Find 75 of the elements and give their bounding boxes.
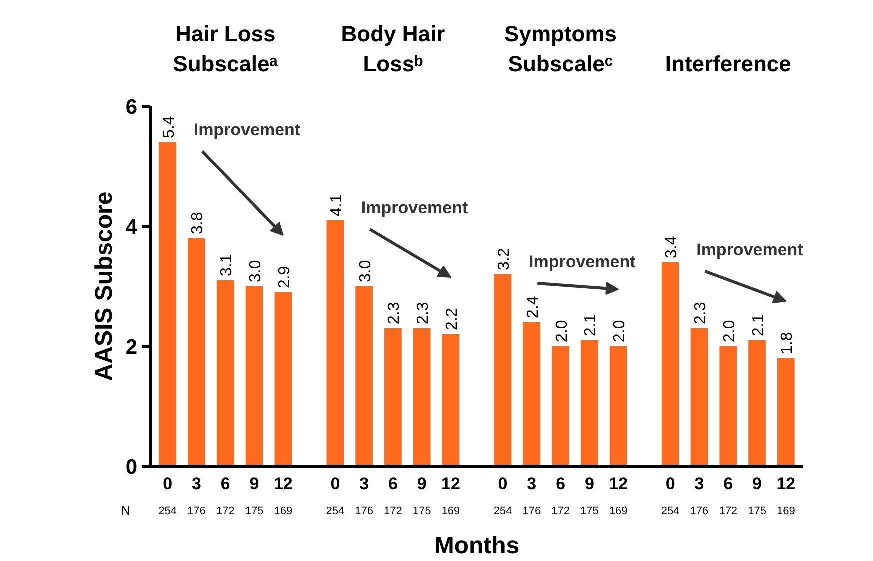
data-label: 3.4 (664, 236, 681, 258)
annotation: Improvement (194, 120, 301, 140)
text: Interference (665, 52, 792, 76)
x-tick-label: 12 (274, 474, 293, 494)
data-label: 2.3 (415, 302, 432, 324)
x-tick-label: 6 (556, 474, 566, 494)
text: 176 (188, 506, 206, 518)
y-axis-title: AASIS Subscore (90, 192, 118, 382)
x-tick-label: 9 (417, 474, 427, 494)
data-label: 2.9 (276, 266, 294, 288)
x-tick-label: 3 (192, 474, 202, 494)
data-label: 3.8 (190, 212, 207, 234)
x-tick-label: 6 (724, 474, 734, 494)
text: 172 (552, 506, 570, 518)
text: 169 (274, 506, 293, 518)
text: 254 (158, 506, 178, 518)
x-tick-label: 9 (584, 474, 594, 494)
text: Hair Loss Subscaleᵃ (173, 22, 279, 76)
data-label: 3.1 (218, 254, 236, 276)
data-label: 2.1 (750, 314, 768, 336)
x-tick-label: 12 (442, 474, 460, 494)
text: 254 (326, 506, 345, 518)
text: 176 (522, 506, 542, 518)
text: 175 (412, 506, 432, 518)
text: 254 (494, 506, 512, 518)
x-tick-label: 0 (498, 474, 508, 494)
x-tick-label: 0 (330, 474, 340, 494)
text: 169 (776, 506, 796, 518)
data-label: 2.0 (721, 320, 738, 342)
text: 172 (719, 506, 738, 518)
x-tick-label: 3 (694, 474, 704, 494)
data-label: 2.4 (524, 296, 542, 318)
x-tick-label: 3 (527, 474, 537, 494)
x-tick-label: 0 (163, 474, 173, 494)
data-label: 2.0 (612, 320, 629, 342)
text: 169 (609, 506, 628, 518)
data-label: 5.4 (160, 116, 178, 138)
x-tick-label: 12 (776, 474, 796, 494)
x-axis-title: Months (434, 532, 520, 560)
annotation: Improvement (361, 198, 469, 218)
text: 254 (661, 506, 680, 518)
text: 176 (355, 506, 374, 518)
x-tick-label: 6 (220, 474, 230, 494)
x-tick-label: 9 (752, 474, 762, 494)
data-label: 3.0 (357, 260, 374, 282)
y-tick-label: 4 (126, 216, 138, 239)
data-label: 2.1 (582, 314, 600, 336)
data-label: 3.2 (496, 248, 514, 270)
x-tick-label: 3 (360, 474, 370, 494)
data-label: 2.3 (692, 302, 710, 324)
text: 172 (216, 506, 235, 518)
x-tick-label: 0 (666, 474, 676, 494)
data-label: 2.0 (554, 320, 571, 342)
annotation: Improvement (529, 252, 636, 272)
data-label: 3.0 (248, 260, 265, 282)
y-tick-label: 2 (126, 336, 138, 359)
text: 175 (748, 506, 766, 518)
text: 169 (442, 506, 460, 518)
text: 175 (245, 506, 264, 518)
y-tick-label: 0 (126, 456, 138, 479)
data-label: 2.3 (386, 302, 404, 324)
text: 176 (690, 506, 709, 518)
text: Body Hair Lossᵇ (341, 22, 446, 76)
x-tick-label: 9 (250, 474, 260, 494)
x-tick-label: 6 (388, 474, 398, 494)
text: N (121, 503, 130, 518)
annotation: Improvement (696, 240, 804, 260)
x-tick-label: 12 (609, 474, 628, 494)
data-label: 1.8 (779, 332, 796, 354)
text: 172 (384, 506, 402, 518)
data-label: 2.2 (444, 308, 461, 330)
text: Symptoms Subscaleᶜ (504, 22, 618, 76)
y-tick-label: 6 (126, 96, 138, 119)
data-label: 4.1 (328, 194, 346, 216)
text: 175 (580, 506, 599, 518)
